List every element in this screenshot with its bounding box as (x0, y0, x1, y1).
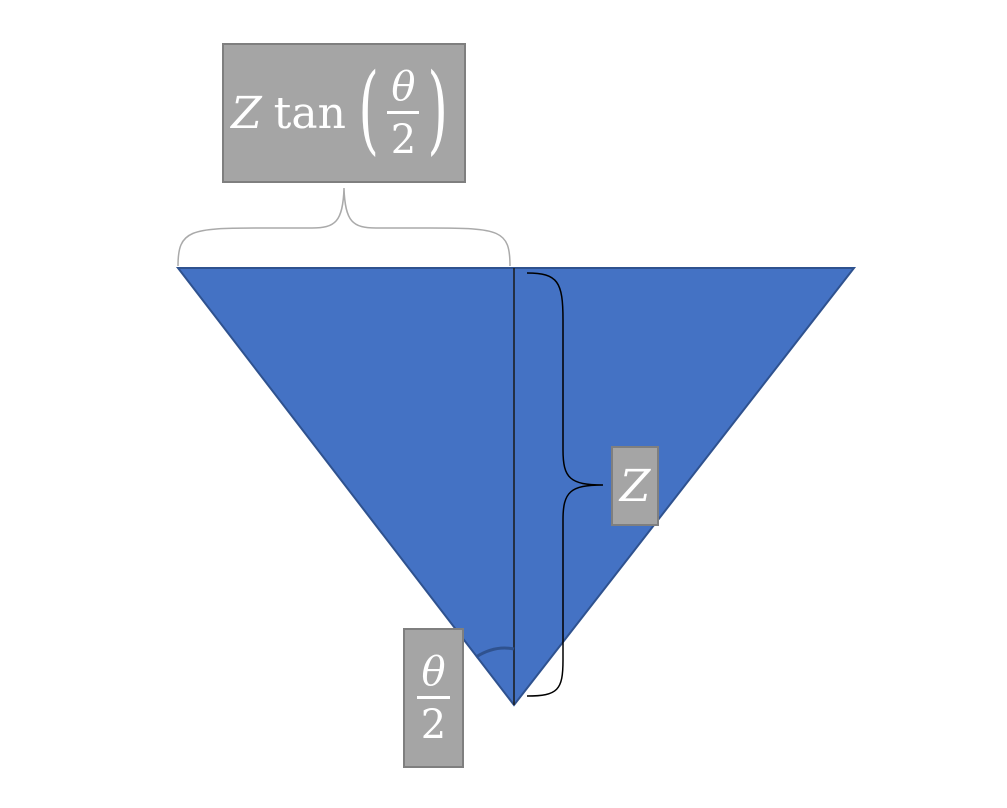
top-paren-open: ( (358, 53, 379, 165)
top-theta: θ (387, 67, 420, 114)
top-z-var: Z (231, 87, 262, 139)
width-formula-label: Z tan ( θ 2 ) (222, 43, 466, 183)
bottom-two: 2 (420, 701, 447, 748)
bottom-fraction: θ 2 (417, 652, 450, 748)
top-fraction: θ 2 (387, 67, 420, 163)
top-brace (177, 187, 511, 267)
bottom-theta: θ (417, 652, 450, 699)
height-label: Z (611, 446, 659, 526)
top-paren-close: ) (427, 53, 449, 165)
inverted-triangle (175, 267, 857, 707)
top-tan-func: tan (273, 87, 346, 139)
half-angle-label: θ 2 (403, 628, 464, 768)
right-z-var: Z (619, 460, 651, 512)
angle-arc (475, 646, 515, 659)
right-brace (526, 272, 604, 697)
top-two: 2 (390, 116, 417, 163)
